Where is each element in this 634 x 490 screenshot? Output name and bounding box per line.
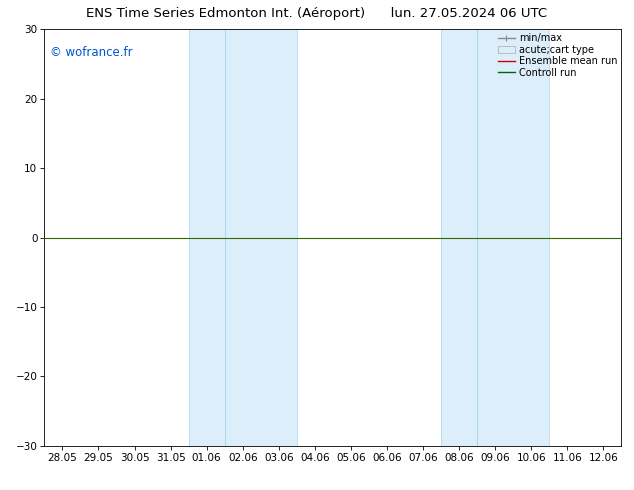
Text: ENS Time Series Edmonton Int. (Aéroport)      lun. 27.05.2024 06 UTC: ENS Time Series Edmonton Int. (Aéroport)…	[86, 7, 548, 21]
Legend: min/max, acute;cart type, Ensemble mean run, Controll run: min/max, acute;cart type, Ensemble mean …	[496, 31, 619, 79]
Bar	[224, 29, 297, 446]
Bar	[189, 29, 224, 446]
Bar	[477, 29, 549, 446]
Text: © wofrance.fr: © wofrance.fr	[50, 46, 133, 59]
Bar	[441, 29, 477, 446]
